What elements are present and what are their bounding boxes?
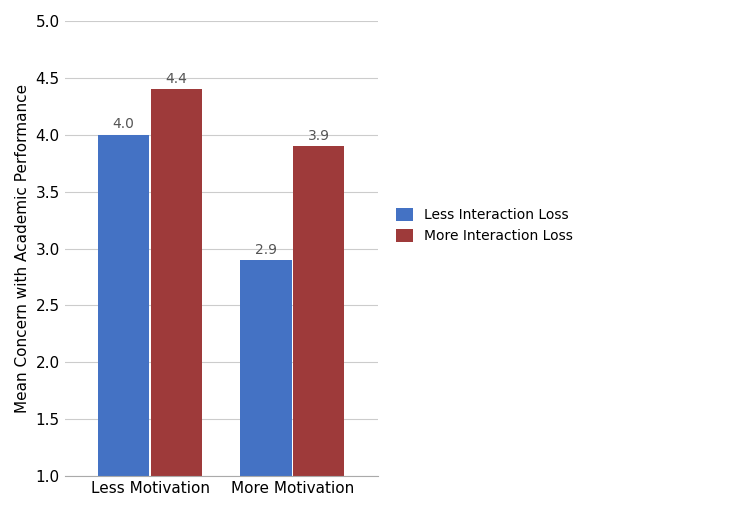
Y-axis label: Mean Concern with Academic Performance: Mean Concern with Academic Performance — [15, 84, 30, 413]
Bar — [150, 89, 202, 511]
Bar — [293, 146, 344, 511]
Legend: Less Interaction Loss, More Interaction Loss: Less Interaction Loss, More Interaction … — [391, 203, 579, 249]
Text: 4.0: 4.0 — [112, 118, 134, 131]
Text: 4.4: 4.4 — [166, 72, 188, 86]
Bar — [98, 135, 150, 511]
Text: 3.9: 3.9 — [307, 129, 329, 143]
Text: 2.9: 2.9 — [255, 243, 277, 257]
Bar — [240, 260, 291, 511]
